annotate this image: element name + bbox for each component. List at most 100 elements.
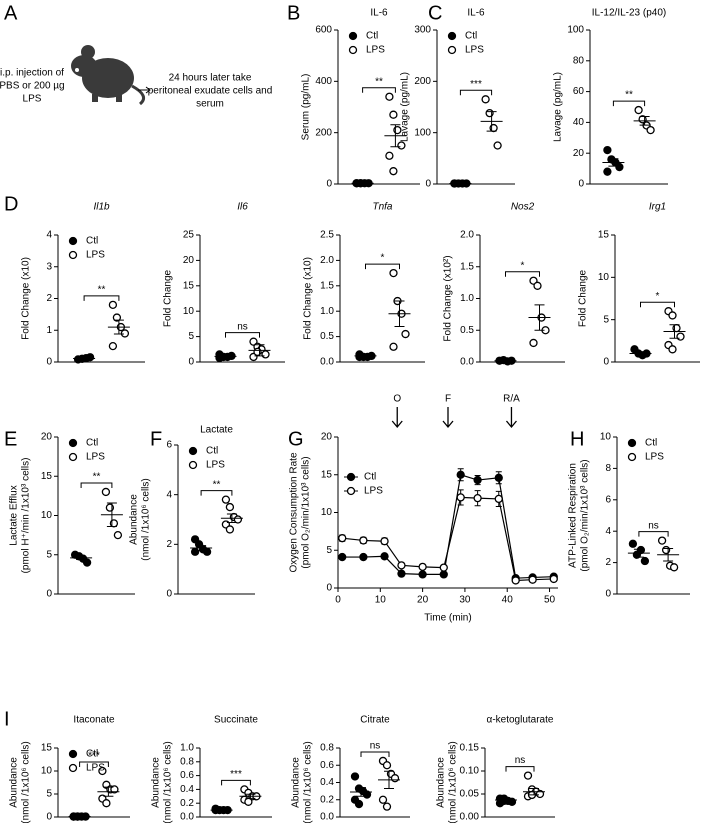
data-point — [493, 141, 502, 150]
significance-bracket — [612, 100, 646, 107]
data-point — [382, 761, 392, 770]
y-tick-label: 0 — [326, 179, 332, 190]
data-point — [378, 795, 388, 804]
y-tick-label: 0.5 — [460, 325, 474, 336]
significance-label: * — [381, 253, 385, 264]
y-tick-label: 20 — [321, 432, 333, 443]
legend-marker — [346, 486, 356, 496]
y-axis-label: Abundance — [291, 757, 302, 808]
chart-title: α-ketoglutarate — [487, 715, 554, 726]
significance-label: ns — [648, 520, 659, 531]
legend-marker — [627, 438, 637, 448]
significance-label: * — [656, 291, 660, 302]
y-tick-label: 20 — [183, 255, 195, 266]
legend-marker — [447, 45, 457, 55]
error-bar — [529, 787, 539, 796]
legend-marker — [447, 31, 457, 41]
x-tick-label: 20 — [417, 595, 429, 606]
y-tick-label: 2.5 — [320, 230, 334, 241]
data-point — [657, 536, 667, 545]
legend-label: LPS — [86, 763, 105, 774]
y-tick-label: 0.5 — [320, 331, 334, 342]
data-point — [355, 352, 364, 362]
significance-label: ** — [625, 90, 633, 101]
error-bar — [360, 354, 371, 357]
data-point — [389, 342, 398, 351]
legend-label: Ctl — [645, 438, 657, 449]
data-point — [108, 341, 118, 351]
schematic-text: i.p. injection of — [0, 68, 64, 79]
data-point — [85, 353, 95, 362]
y-tick-label: 0.05 — [460, 789, 480, 800]
legend-marker — [68, 763, 78, 773]
significance-label: ** — [93, 472, 101, 483]
y-axis-label: Serum (pg/mL) — [301, 74, 312, 141]
data-point — [511, 576, 520, 585]
data-point — [640, 556, 650, 566]
y-tick-label: 5 — [46, 549, 52, 560]
y-tick-label: 6 — [166, 440, 172, 451]
y-axis-label: (nmol /1x10⁶ cells) — [21, 741, 32, 823]
significance-bracket — [200, 490, 233, 496]
data-point — [102, 799, 111, 808]
data-point — [385, 151, 394, 160]
y-axis-label: Fold Change — [163, 269, 174, 327]
data-point — [190, 547, 200, 556]
data-point — [338, 534, 347, 543]
y-tick-label: 10 — [41, 510, 53, 521]
y-tick-label: 200 — [414, 76, 431, 87]
y-tick-label: 0.4 — [180, 784, 194, 795]
y-axis-label: (nmol /1x10⁶ cells) — [448, 741, 459, 823]
error-bar — [196, 545, 207, 552]
y-axis-label: ATP-Linked Respiration — [568, 463, 579, 568]
y-tick-label: 0.00 — [460, 812, 480, 823]
legend-label: Ctl — [465, 31, 477, 42]
data-point — [221, 495, 231, 504]
y-tick-label: 0.0 — [460, 357, 474, 368]
y-tick-label: 0.2 — [320, 794, 334, 805]
data-point — [244, 797, 253, 806]
y-axis-label: (pmol H⁺/min /1x10³ cells) — [21, 458, 32, 574]
x-tick-label: 40 — [502, 595, 514, 606]
error-bar — [500, 359, 511, 362]
data-point — [112, 313, 122, 322]
data-point — [494, 494, 503, 504]
data-point — [439, 570, 448, 579]
legend-label: Ctl — [366, 31, 378, 42]
error-bar — [216, 809, 227, 811]
data-point — [233, 515, 243, 524]
y-tick-label: 8 — [605, 463, 611, 474]
chart-title: Tnfa — [372, 202, 392, 213]
error-bar — [633, 548, 644, 558]
significance-bracket — [638, 531, 669, 537]
panel-label: C — [428, 2, 442, 24]
data-point — [401, 329, 410, 339]
chart-title: IL-6 — [467, 8, 485, 19]
significance-bracket — [225, 332, 260, 338]
significance-bracket — [83, 295, 120, 301]
significance-bracket — [505, 766, 535, 772]
chart-title: IL-6 — [370, 8, 388, 19]
y-tick-label: 0 — [46, 589, 52, 600]
data-point — [389, 167, 398, 176]
data-point — [669, 563, 679, 572]
y-tick-label: 0.4 — [320, 777, 334, 788]
error-bar — [669, 324, 680, 339]
significance-bracket — [505, 271, 540, 277]
y-tick-label: 60 — [573, 86, 585, 97]
y-tick-label: 2 — [605, 557, 611, 568]
error-bar — [534, 304, 545, 331]
data-point — [535, 789, 545, 799]
y-tick-label: 400 — [315, 76, 332, 87]
data-point — [225, 525, 235, 534]
significance-bracket — [360, 751, 390, 757]
data-point — [676, 332, 685, 341]
chart-title: Nos2 — [511, 202, 535, 213]
legend-marker — [68, 452, 78, 462]
data-point — [418, 570, 427, 579]
significance-bracket — [221, 779, 251, 786]
chart-title: Succinate — [214, 715, 258, 726]
y-tick-label: 0.15 — [460, 743, 480, 754]
chart-title: Il6 — [237, 202, 248, 213]
